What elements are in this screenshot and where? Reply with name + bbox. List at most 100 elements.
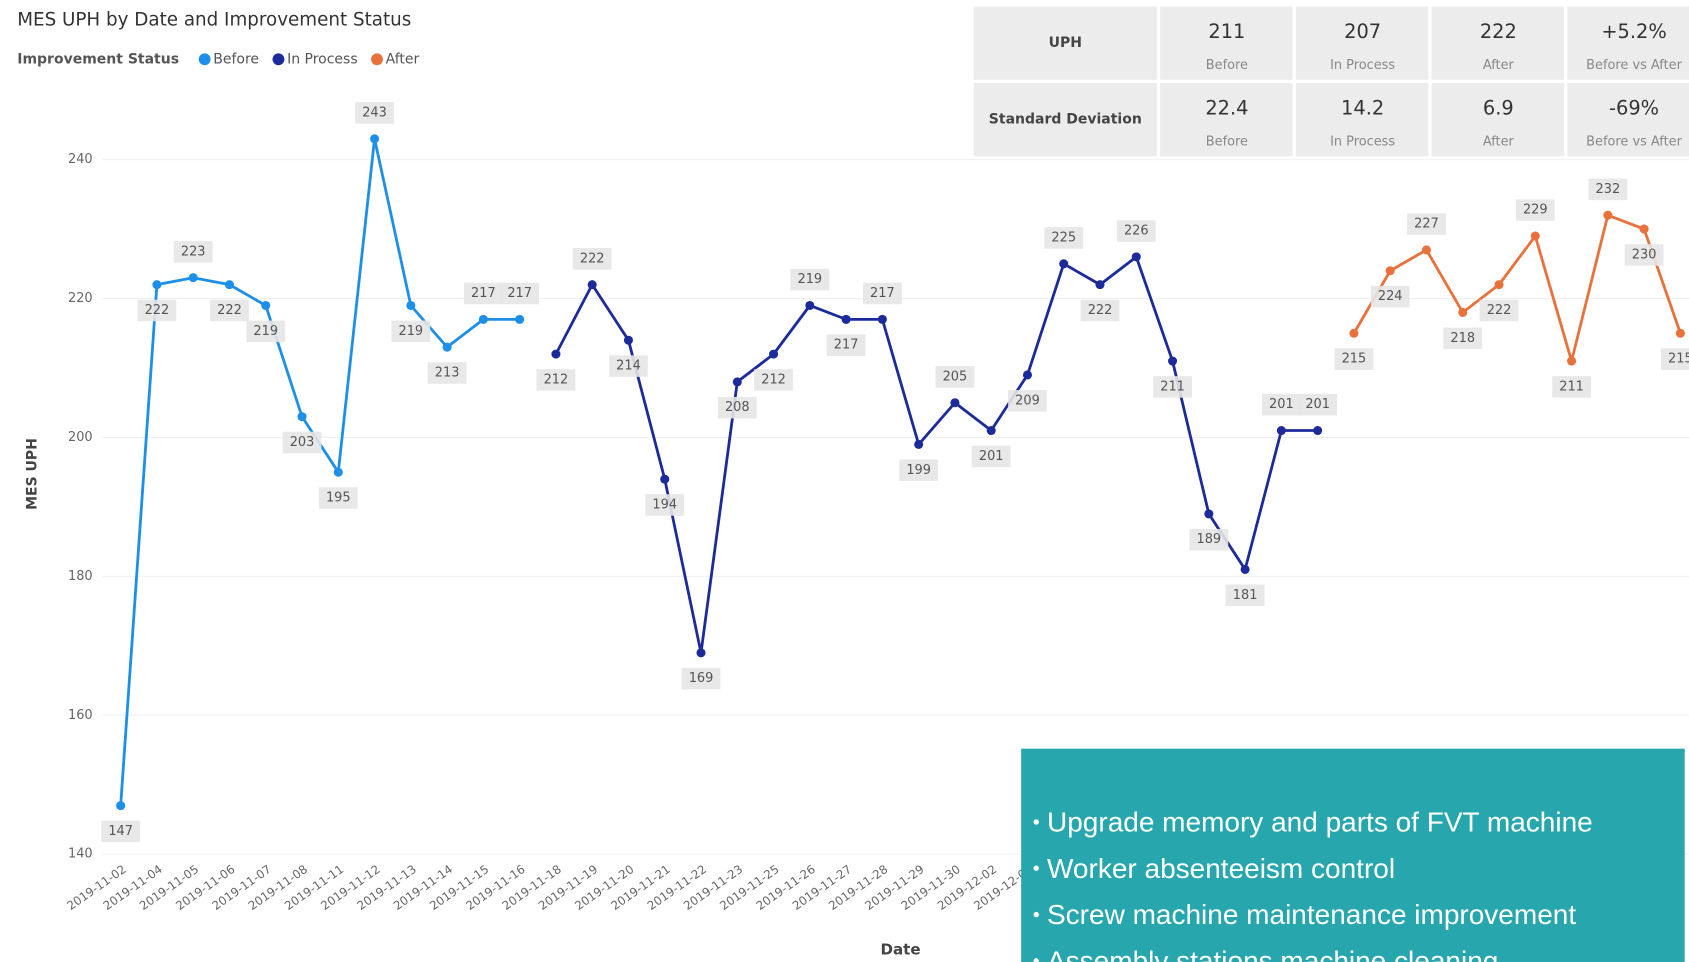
kpi-caption: In Process [1330,58,1395,73]
data-label-background [1225,584,1265,607]
data-point [1204,509,1214,519]
bullet [1033,911,1039,918]
kpi-cell [1567,82,1689,157]
kpi-caption: After [1483,58,1515,73]
kpi-row-label: UPH [1049,35,1082,51]
data-label-background [754,369,793,391]
data-label-background [1552,376,1591,398]
note-text: Worker absenteeism control [1047,853,1395,884]
data-label-background [536,369,576,391]
series: 147 222 223 222 219 203 195 243 219 213 217 217 [101,102,540,843]
data-label-background [1370,285,1410,308]
data-label: 169 [689,671,714,686]
data-label: 217 [834,338,859,353]
data-label: 201 [1269,397,1294,412]
data-label: 229 [1523,203,1548,218]
data-label-background [717,396,757,419]
data-label: 212 [544,372,569,387]
data-point [660,474,670,484]
data-point [877,314,887,324]
data-label-background [318,487,358,509]
data-label: 224 [1378,289,1403,304]
data-point [333,467,343,477]
data-label-background [500,282,540,305]
data-label-background [1407,213,1446,235]
data-label-background [1515,199,1555,221]
kpi-label-cell [973,6,1157,80]
kpi-caption: After [1483,135,1515,150]
data-point [1385,266,1395,276]
data-point [1095,280,1105,290]
data-point [442,342,452,352]
line [554,255,1318,655]
kpi-row-label: Standard Deviation [989,112,1142,128]
series: 215 224 227 218 222 229 211 232 230 215 [1334,178,1689,398]
data-label-background [282,431,322,454]
data-label-background [210,299,249,322]
data-label: 219 [798,272,823,287]
data-label: 211 [1160,379,1185,394]
data-label: 208 [725,400,750,415]
data-point [551,349,561,359]
legend-title: Improvement Status [17,51,179,67]
kpi-cell [1160,6,1293,80]
data-label: 215 [1668,352,1689,367]
notes-box: Upgrade memory and parts of FVT machine W… [1021,748,1685,962]
data-label-background [391,320,431,343]
data-label-background [1008,390,1047,412]
data-label: 222 [1088,303,1113,318]
data-label: 217 [507,286,532,301]
data-point [370,134,380,144]
kpi-table: UPH 211 Before 207 In Process 222 After +5.2% Be… [973,6,1689,157]
data-label: 201 [979,449,1004,464]
kpi-cell [1431,82,1565,157]
note-text: Upgrade memory and parts of FVT machine [1047,806,1593,837]
data-label: 222 [1487,303,1512,318]
data-label: 181 [1233,588,1258,603]
data-label-background [1116,220,1156,242]
data-point [1022,370,1032,380]
data-label: 219 [399,324,424,339]
data-label: 223 [181,244,206,259]
kpi-cell [1567,6,1689,80]
data-point [297,412,307,422]
kpi-cell [1431,6,1565,80]
data-label: 222 [145,303,170,318]
data-point [732,377,742,387]
data-label: 195 [326,491,351,506]
y-tick-label: 180 [68,569,93,584]
kpi-value: 207 [1344,20,1381,43]
data-label: 222 [580,251,605,266]
data-label-background [971,445,1011,468]
data-label: 225 [1051,230,1076,245]
data-point [587,280,597,290]
kpi-cell [1295,6,1429,80]
legend-swatch [272,53,285,66]
data-label-background [246,320,286,343]
data-label-background [463,282,503,305]
data-label: 219 [253,324,278,339]
data-label-background [862,282,902,305]
data-label-background [1189,528,1229,551]
data-point [1313,425,1323,436]
data-label-background [1588,178,1628,201]
legend-label: Before [213,51,259,67]
data-label: 227 [1414,217,1439,232]
legend-label: After [386,51,420,67]
data-label: 201 [1305,397,1330,412]
legend-swatch [371,53,383,66]
data-point [1276,425,1286,436]
data-point [515,314,525,324]
data-label: 147 [108,824,133,839]
data-label: 212 [761,372,786,387]
data-label-background [1479,299,1519,322]
note-text: Screw machine maintenance improvement [1047,899,1576,930]
data-label-background [355,102,394,124]
legend-swatch [198,53,211,66]
y-axis-title: MES UPH [24,438,40,510]
bullet [1033,819,1039,825]
data-label: 203 [290,435,315,450]
data-label-background [790,268,830,291]
data-point [1530,231,1540,241]
data-label-background [645,494,685,516]
